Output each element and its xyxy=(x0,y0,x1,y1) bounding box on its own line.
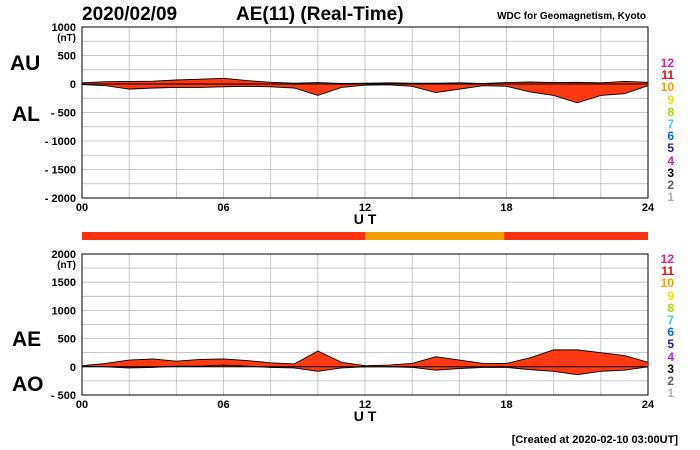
coverage-segment xyxy=(82,232,365,240)
activity-level-8: 8 xyxy=(667,104,674,119)
y-axis-unit: (nT) xyxy=(57,33,76,44)
series-line-AE xyxy=(81,349,649,367)
activity-level-7: 7 xyxy=(667,313,674,327)
activity-level-2: 2 xyxy=(667,374,674,388)
date-title: 2020/02/09 xyxy=(82,4,178,25)
activity-level-4: 4 xyxy=(667,349,674,364)
source-label: WDC for Geomagnetism, Kyoto xyxy=(497,11,646,22)
y-tick-label: 1000 xyxy=(52,22,76,34)
activity-level-12: 12 xyxy=(660,56,674,70)
activity-level-6: 6 xyxy=(667,325,674,340)
index-title: AE(11) (Real-Time) xyxy=(236,4,404,25)
y-tick-label: - 500 xyxy=(51,390,76,402)
ae-side-label: AE xyxy=(12,328,42,351)
series-area-AL xyxy=(82,84,648,103)
y-tick-label: - 2000 xyxy=(45,193,76,205)
activity-level-5: 5 xyxy=(667,337,674,352)
activity-level-10: 10 xyxy=(660,80,674,95)
created-timestamp: [Created at 2020-02-10 03:00UT] xyxy=(511,434,678,446)
y-tick-label: - 1500 xyxy=(45,165,76,177)
activity-level-1: 1 xyxy=(667,386,674,401)
x-axis-label: U T xyxy=(354,211,377,227)
y-axis-unit: (nT) xyxy=(57,260,76,271)
activity-level-9: 9 xyxy=(667,288,674,303)
coverage-segment xyxy=(504,232,648,240)
activity-level-9: 9 xyxy=(667,92,674,107)
y-tick-label: 500 xyxy=(58,334,76,346)
x-tick-label: 18 xyxy=(500,399,512,411)
plot-frame xyxy=(81,26,649,199)
activity-level-12: 12 xyxy=(660,252,674,266)
activity-level-6: 6 xyxy=(667,129,674,144)
au-side-label: AU xyxy=(10,52,41,75)
activity-level-8: 8 xyxy=(667,300,674,315)
x-tick-label: 06 xyxy=(217,399,229,411)
coverage-segment xyxy=(365,232,505,240)
activity-level-5: 5 xyxy=(667,141,674,156)
activity-level-4: 4 xyxy=(667,153,674,168)
x-tick-label: 24 xyxy=(642,202,655,214)
x-tick-label: 18 xyxy=(500,202,512,214)
x-tick-label: 00 xyxy=(76,202,88,214)
x-tick-label: 12 xyxy=(359,202,371,214)
y-tick-label: - 1000 xyxy=(45,136,76,148)
series-area-AE xyxy=(82,349,648,367)
x-tick-label: 06 xyxy=(217,202,229,214)
series-line-AU xyxy=(81,77,649,84)
activity-level-7: 7 xyxy=(667,117,674,131)
y-tick-label: 0 xyxy=(70,79,76,91)
x-tick-label: 00 xyxy=(76,399,88,411)
series-line-AL xyxy=(81,84,649,104)
activity-level-1: 1 xyxy=(667,190,674,205)
y-tick-label: 2000 xyxy=(52,249,76,261)
y-tick-label: 1500 xyxy=(52,277,76,289)
x-tick-label: 12 xyxy=(359,399,371,411)
activity-level-3: 3 xyxy=(667,361,674,376)
activity-level-11: 11 xyxy=(661,68,674,83)
activity-level-2: 2 xyxy=(667,178,674,192)
x-axis-label: U T xyxy=(354,408,377,424)
ao-side-label: AO xyxy=(12,373,44,396)
plot-frame xyxy=(81,253,649,396)
y-tick-label: 500 xyxy=(58,51,76,63)
x-tick-label: 24 xyxy=(642,399,655,411)
activity-level-10: 10 xyxy=(660,276,674,291)
activity-level-11: 11 xyxy=(661,264,674,279)
y-tick-label: 1000 xyxy=(52,305,76,317)
al-side-label: AL xyxy=(12,103,40,126)
y-tick-label: 0 xyxy=(70,362,76,374)
activity-level-3: 3 xyxy=(667,165,674,180)
y-tick-label: - 500 xyxy=(51,108,76,120)
